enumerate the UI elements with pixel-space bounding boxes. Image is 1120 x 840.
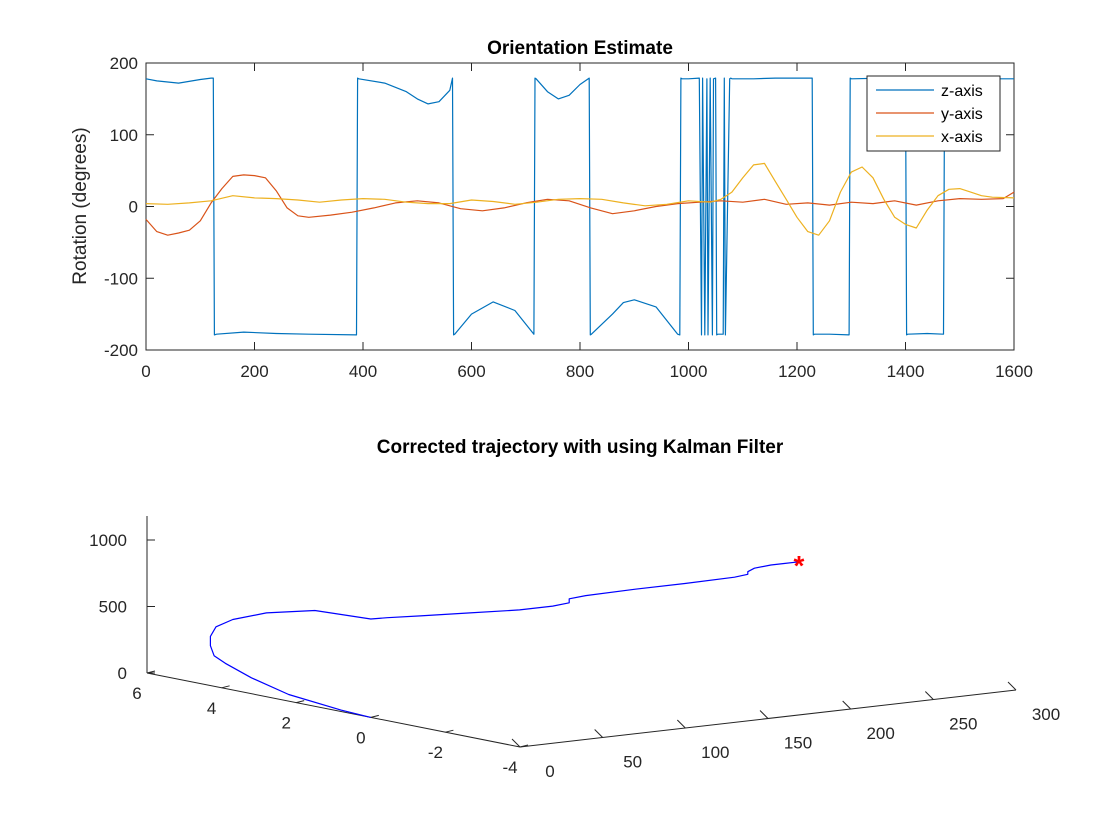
legend-label-z-axis: z-axis bbox=[941, 83, 983, 100]
x-tick-label: 250 bbox=[949, 715, 977, 734]
legend-label-x-axis: x-axis bbox=[941, 129, 983, 146]
trajectory-end-marker: * bbox=[794, 550, 805, 581]
y-tick-mark bbox=[221, 685, 230, 689]
y-tick-label: -100 bbox=[104, 269, 138, 288]
x-tick-mark bbox=[511, 738, 521, 748]
x-tick-label: 600 bbox=[457, 362, 485, 381]
legend-label-y-axis: y-axis bbox=[941, 106, 983, 123]
series-line-x-axis bbox=[145, 162, 1015, 236]
x-tick-label: 50 bbox=[623, 753, 642, 772]
z-tick-label: 1000 bbox=[89, 531, 127, 550]
x-tick-label: 1600 bbox=[995, 362, 1033, 381]
x-tick-label: 300 bbox=[1032, 705, 1060, 724]
x-tick-label: 1200 bbox=[778, 362, 816, 381]
orientation-chart-x-ticks: 0 200 400 600 800 1000 1200 1400 1600 bbox=[141, 63, 1033, 381]
y-tick-label: -2 bbox=[428, 743, 443, 762]
y-tick-mark bbox=[445, 729, 454, 733]
x-tick-label: 100 bbox=[701, 743, 729, 762]
x-tick-label: 1400 bbox=[887, 362, 925, 381]
y-tick-mark bbox=[370, 714, 379, 718]
orientation-chart-title: Orientation Estimate bbox=[487, 38, 673, 59]
y-tick-label: 6 bbox=[132, 684, 141, 703]
y-tick-label: 200 bbox=[110, 54, 138, 73]
trajectory-chart: Corrected trajectory with using Kalman F… bbox=[89, 437, 1060, 781]
trajectory-line bbox=[209, 561, 800, 718]
y-tick-label: 0 bbox=[356, 728, 365, 747]
y-tick-mark bbox=[296, 700, 305, 704]
x-tick-label: 1000 bbox=[670, 362, 708, 381]
x-tick-label: 800 bbox=[566, 362, 594, 381]
orientation-chart-ylabel: Rotation (degrees) bbox=[70, 127, 91, 284]
x-tick-mark bbox=[759, 710, 769, 719]
y-tick-label: -200 bbox=[104, 341, 138, 360]
x-tick-label: 150 bbox=[784, 734, 812, 753]
x-tick-label: 200 bbox=[866, 724, 894, 743]
trajectory-chart-title: Corrected trajectory with using Kalman F… bbox=[377, 437, 784, 458]
trajectory-chart-series: * bbox=[209, 550, 805, 718]
x-tick-mark bbox=[594, 729, 604, 738]
x-tick-mark bbox=[676, 719, 686, 729]
y-tick-label: 100 bbox=[110, 126, 138, 145]
orientation-chart-y-ticks: -200 -100 0 100 200 bbox=[104, 54, 1014, 360]
y-tick-label: 4 bbox=[207, 699, 216, 718]
z-tick-label: 0 bbox=[118, 664, 127, 683]
x-tick-mark bbox=[842, 700, 852, 710]
orientation-chart: Orientation Estimate Rotation (degrees) … bbox=[70, 38, 1033, 381]
y-tick-label: 2 bbox=[281, 714, 290, 733]
orientation-chart-legend: z-axis y-axis x-axis bbox=[866, 75, 1001, 152]
y-tick-label: 0 bbox=[129, 198, 138, 217]
x-tick-label: 0 bbox=[141, 362, 150, 381]
x-tick-mark bbox=[1007, 681, 1017, 691]
x-tick-mark bbox=[924, 691, 934, 700]
orientation-chart-series bbox=[145, 77, 1015, 336]
y-tick-label: -4 bbox=[502, 758, 517, 777]
y-tick-mark bbox=[519, 744, 529, 748]
x-tick-label: 200 bbox=[240, 362, 268, 381]
series-line-y-axis bbox=[145, 174, 1015, 236]
x-tick-label: 400 bbox=[349, 362, 377, 381]
series-line-z-axis bbox=[145, 77, 1014, 336]
x-tick-label: 0 bbox=[545, 762, 554, 781]
y-axis-line bbox=[146, 672, 521, 748]
z-tick-label: 500 bbox=[99, 598, 127, 617]
